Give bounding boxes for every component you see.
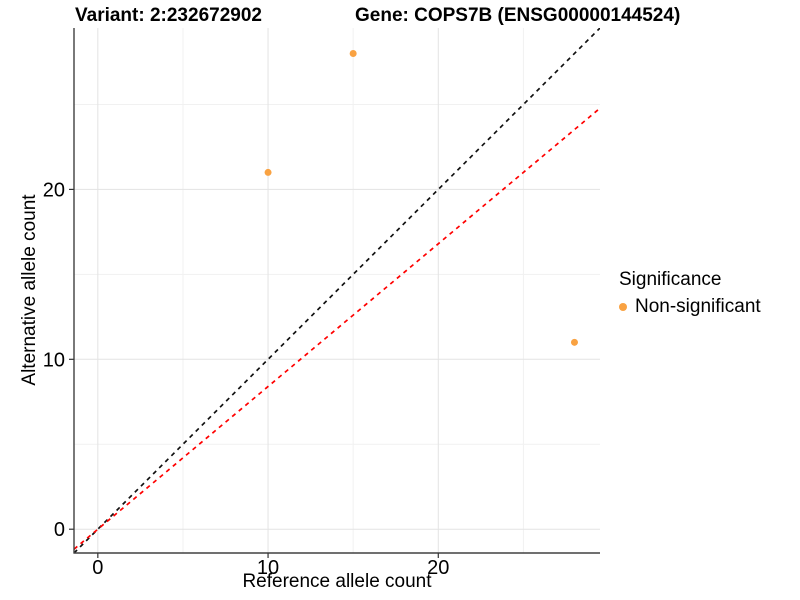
data-point [570,338,578,346]
identity-line [74,28,600,553]
y-axis-title: Alternative allele count [19,194,40,386]
gene-title: Gene: COPS7B (ENSG00000144524) [355,5,681,26]
legend-item-label: Non-significant [635,296,761,317]
variant-title: Variant: 2:232672902 [75,5,262,26]
data-point [349,49,357,57]
x-tick-label: 10 [257,557,279,579]
y-tick-label: 20 [43,179,65,201]
data-point [264,168,272,176]
x-tick-label: 0 [92,557,103,579]
y-tick-label: 0 [54,519,65,541]
legend-title: Significance [619,269,722,290]
legend-point-icon [619,303,627,311]
legend: Significance Non-significant [619,269,761,318]
legend-item: Non-significant [619,296,761,318]
x-tick-label: 20 [427,557,449,579]
reference-lines [74,28,600,553]
x-axis-title: Reference allele count [242,571,432,592]
y-tick-label: 10 [43,349,65,371]
legend-items: Non-significant [619,296,761,318]
expected-ratio-line [74,107,600,550]
